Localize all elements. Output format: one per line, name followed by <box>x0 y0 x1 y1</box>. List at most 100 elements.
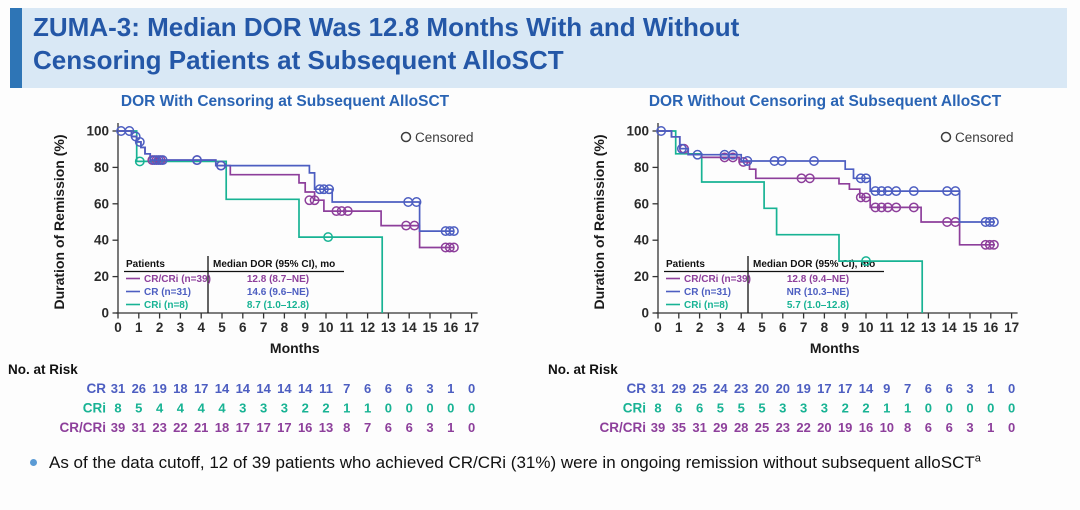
risk-value: 21 <box>194 420 208 435</box>
risk-row-label: CR/CRi <box>600 420 647 435</box>
svg-text:15: 15 <box>962 320 978 335</box>
svg-text:10: 10 <box>858 320 873 335</box>
risk-value: 23 <box>776 420 790 435</box>
svg-text:9: 9 <box>301 320 309 335</box>
svg-text:12: 12 <box>360 320 375 335</box>
risk-value: 14 <box>859 381 874 396</box>
risk-value: 4 <box>156 401 164 416</box>
risk-value: 18 <box>215 420 229 435</box>
risk-table-label: No. at Risk <box>8 362 78 377</box>
svg-text:14: 14 <box>402 320 418 335</box>
risk-value: 0 <box>406 401 413 416</box>
risk-value: 6 <box>385 381 392 396</box>
inset-col2-header: Median DOR (95% CI), mo <box>213 259 335 270</box>
risk-value: 14 <box>298 381 313 396</box>
svg-text:0: 0 <box>654 320 662 335</box>
risk-value: 23 <box>152 420 166 435</box>
series-CR <box>118 130 454 232</box>
risk-value: 22 <box>796 420 810 435</box>
risk-value: 1 <box>987 381 994 396</box>
inset-row-value: 12.8 (8.7–NE) <box>247 274 309 285</box>
risk-value: 3 <box>966 420 973 435</box>
risk-value: 3 <box>281 401 288 416</box>
svg-text:4: 4 <box>737 320 745 335</box>
risk-value: 1 <box>447 420 454 435</box>
series-CR <box>658 130 995 223</box>
inset-row-name: CR (n=31) <box>144 287 191 298</box>
charts-row: DOR With Censoring at Subsequent AlloSCT… <box>0 93 1080 446</box>
risk-value: 8 <box>904 420 911 435</box>
svg-text:11: 11 <box>340 320 355 335</box>
y-axis-title: Duration of Remission (%) <box>591 134 607 309</box>
svg-text:20: 20 <box>94 269 109 284</box>
svg-text:60: 60 <box>94 196 109 211</box>
censor-marks-CRi <box>861 256 871 267</box>
svg-text:17: 17 <box>1004 320 1019 335</box>
risk-value: 0 <box>447 401 454 416</box>
risk-value: 6 <box>946 420 953 435</box>
risk-row-label: CR <box>627 381 647 396</box>
svg-text:3: 3 <box>717 320 725 335</box>
series-CR/CRi <box>118 130 454 249</box>
risk-value: 6 <box>406 420 413 435</box>
risk-value: 8 <box>654 401 661 416</box>
inset-row-name: CR/CRi (n=39) <box>684 274 751 285</box>
svg-text:12: 12 <box>900 320 915 335</box>
footnote-bullet: As of the data cutoff, 12 of 39 patients… <box>30 451 981 475</box>
risk-value: 4 <box>218 401 226 416</box>
risk-value: 0 <box>1008 420 1015 435</box>
svg-text:8: 8 <box>821 320 829 335</box>
inset-row-name: CR (n=31) <box>684 287 731 298</box>
svg-text:4: 4 <box>197 320 205 335</box>
svg-text:0: 0 <box>114 320 122 335</box>
inset-row-name: CRi (n=8) <box>144 300 188 311</box>
risk-value: 2 <box>322 401 329 416</box>
censor-marks-CR <box>656 126 999 227</box>
header: ZUMA-3: Median DOR Was 12.8 Months With … <box>10 8 1067 88</box>
risk-value: 16 <box>298 420 312 435</box>
risk-value: 1 <box>987 420 994 435</box>
risk-value: 6 <box>385 420 392 435</box>
svg-text:100: 100 <box>626 124 649 139</box>
risk-value: 18 <box>173 381 187 396</box>
censor-marks-CRi <box>134 156 334 243</box>
svg-text:20: 20 <box>634 269 649 284</box>
risk-value: 8 <box>114 401 121 416</box>
risk-value: 1 <box>883 401 890 416</box>
risk-table-label: No. at Risk <box>548 362 618 377</box>
risk-row-label: CRi <box>83 401 106 416</box>
risk-value: 35 <box>672 420 686 435</box>
axes <box>112 123 478 319</box>
risk-value: 3 <box>426 420 433 435</box>
risk-value: 31 <box>692 420 706 435</box>
risk-value: 4 <box>177 401 185 416</box>
risk-value: 3 <box>800 401 807 416</box>
censor-marks-CR/CRi <box>679 143 999 250</box>
risk-value: 0 <box>468 420 475 435</box>
y-axis-title: Duration of Remission (%) <box>51 134 67 309</box>
risk-value: 17 <box>236 420 250 435</box>
inset-row-value: 14.6 (9.6–NE) <box>247 287 309 298</box>
risk-value: 19 <box>838 420 852 435</box>
risk-value: 2 <box>302 401 309 416</box>
x-axis-title: Months <box>270 340 320 356</box>
risk-value: 7 <box>904 381 911 396</box>
risk-value: 31 <box>132 420 146 435</box>
risk-value: 39 <box>651 420 665 435</box>
risk-row-label: CRi <box>623 401 646 416</box>
risk-value: 31 <box>651 381 665 396</box>
footnote-text: As of the data cutoff, 12 of 39 patients… <box>49 451 981 475</box>
svg-text:16: 16 <box>443 320 459 335</box>
inset-col1-header: Patients <box>126 259 165 270</box>
risk-value: 6 <box>675 401 682 416</box>
risk-value: 3 <box>779 401 786 416</box>
risk-value: 20 <box>817 420 831 435</box>
risk-value: 17 <box>838 381 852 396</box>
svg-text:2: 2 <box>156 320 164 335</box>
inset-row-value: NR (10.3–NE) <box>787 287 850 298</box>
risk-value: 29 <box>713 420 727 435</box>
